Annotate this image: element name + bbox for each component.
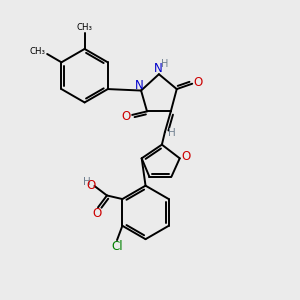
Text: N: N xyxy=(135,79,144,92)
Text: O: O xyxy=(194,76,203,89)
Text: Cl: Cl xyxy=(112,240,123,253)
Text: O: O xyxy=(182,150,191,163)
Text: H: H xyxy=(168,128,176,138)
Text: CH₃: CH₃ xyxy=(29,46,45,56)
Text: H: H xyxy=(161,59,168,69)
Text: H: H xyxy=(83,176,91,187)
Text: O: O xyxy=(86,178,95,192)
Text: O: O xyxy=(121,110,130,123)
Text: O: O xyxy=(92,207,101,220)
Text: N: N xyxy=(154,62,163,75)
Text: CH₃: CH₃ xyxy=(76,23,93,32)
